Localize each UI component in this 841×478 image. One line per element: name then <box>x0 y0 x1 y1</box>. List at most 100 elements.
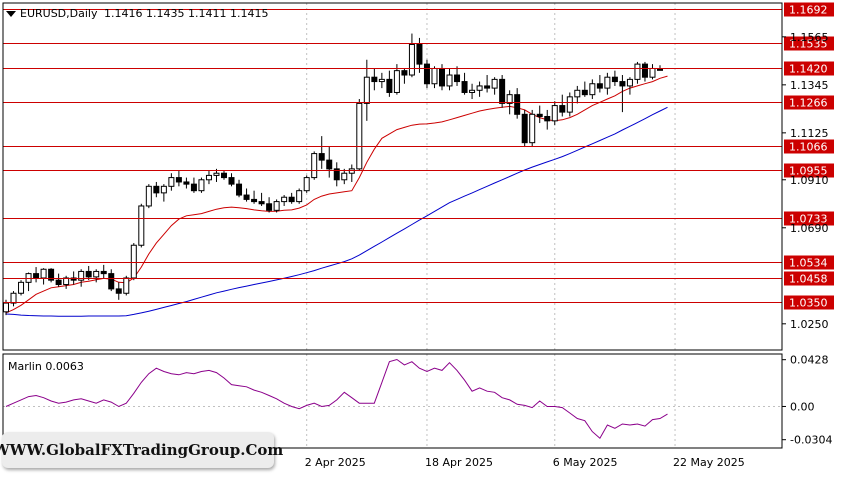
grid-layer <box>306 3 676 448</box>
candle <box>363 59 370 121</box>
candle-body <box>198 179 205 192</box>
candle-body <box>183 181 190 185</box>
candle-body <box>589 83 596 96</box>
candle <box>484 75 491 93</box>
candle-body <box>484 85 491 89</box>
candle-body <box>115 288 122 294</box>
candle <box>145 184 152 209</box>
candle-body <box>251 198 258 203</box>
candle <box>318 136 325 169</box>
candle <box>604 72 611 95</box>
x-tick-label: 18 Apr 2025 <box>425 456 493 469</box>
candle <box>626 77 633 95</box>
candle <box>251 190 258 204</box>
candle-body <box>63 277 70 286</box>
candle-body <box>408 43 415 76</box>
candle <box>408 33 415 78</box>
candle-body <box>431 67 438 85</box>
candle <box>566 92 573 117</box>
candle-body <box>273 201 280 211</box>
candle-body <box>386 78 393 93</box>
candle <box>228 173 235 187</box>
osc-tick-label: -0.0304 <box>790 434 832 447</box>
candle-body <box>596 83 603 89</box>
candle-body <box>544 115 551 122</box>
candle <box>529 109 536 148</box>
horizontal-levels[interactable]: 1.1692 1.1535 1.1420 1.1266 1.1066 1.0955 1.07… <box>3 2 834 310</box>
candle <box>175 171 182 187</box>
candle <box>100 264 107 278</box>
candle <box>266 197 273 213</box>
candle <box>123 275 130 296</box>
candle <box>236 179 243 198</box>
candle <box>461 72 468 95</box>
candle-body <box>514 94 521 115</box>
candle <box>303 175 310 193</box>
candle-body <box>581 89 588 96</box>
candle-body <box>243 194 250 200</box>
candle-body <box>175 177 182 183</box>
candle <box>378 72 385 89</box>
candle-body <box>303 177 310 192</box>
candle <box>33 267 40 283</box>
candle <box>138 203 145 248</box>
candle-body <box>611 76 618 83</box>
triangle-down-icon[interactable] <box>6 11 16 17</box>
candle-body <box>401 70 408 76</box>
candle <box>258 192 265 206</box>
candle-body <box>311 153 318 179</box>
candle-body <box>168 177 175 187</box>
ohlc-values: 1.1416 1.1435 1.1411 1.1415 <box>104 7 268 20</box>
candle <box>333 162 340 187</box>
candle-body <box>356 102 363 170</box>
candle-body <box>574 89 581 98</box>
candle-body <box>130 244 137 279</box>
candle-body <box>258 201 265 205</box>
candle <box>476 81 483 97</box>
level-label: 1.1692 <box>789 4 828 17</box>
candle <box>221 169 227 180</box>
candle-body <box>205 174 212 181</box>
candle <box>401 68 408 84</box>
candle <box>514 88 521 119</box>
candle-body <box>506 94 513 104</box>
level-label: 1.0955 <box>789 165 828 178</box>
candle <box>213 168 220 182</box>
candle-body <box>33 273 40 279</box>
candle <box>581 81 588 97</box>
level-label: 1.0350 <box>789 297 828 310</box>
candle <box>183 177 190 189</box>
y-tick-label: 1.0690 <box>790 222 829 235</box>
candle <box>491 77 498 95</box>
candle <box>40 268 47 285</box>
level-label-bg <box>784 295 834 310</box>
candle <box>55 273 62 287</box>
candle <box>70 271 77 285</box>
candle-body <box>423 63 430 85</box>
osc-tick-label: 0.0428 <box>790 354 829 367</box>
candle <box>273 199 280 213</box>
candle-body <box>649 67 656 78</box>
level-label-bg <box>784 211 834 226</box>
candle-body <box>318 153 325 161</box>
candle <box>296 188 303 204</box>
symbol-label: EURUSD,Daily <box>20 7 98 20</box>
candle-body <box>228 177 235 185</box>
candle <box>18 280 25 296</box>
candle-body <box>499 78 506 104</box>
level-label-bg <box>784 139 834 154</box>
level-label-bg <box>784 271 834 286</box>
candle-body <box>55 279 62 286</box>
candle <box>341 168 348 185</box>
candle <box>596 75 603 93</box>
candle-body <box>93 270 100 278</box>
candle-body <box>446 74 453 87</box>
candle-body <box>288 196 295 203</box>
candle-body <box>236 183 243 196</box>
candle <box>115 282 122 300</box>
candle <box>544 109 551 130</box>
candle-body <box>619 81 626 87</box>
x-tick-label: 22 May 2025 <box>673 456 745 469</box>
